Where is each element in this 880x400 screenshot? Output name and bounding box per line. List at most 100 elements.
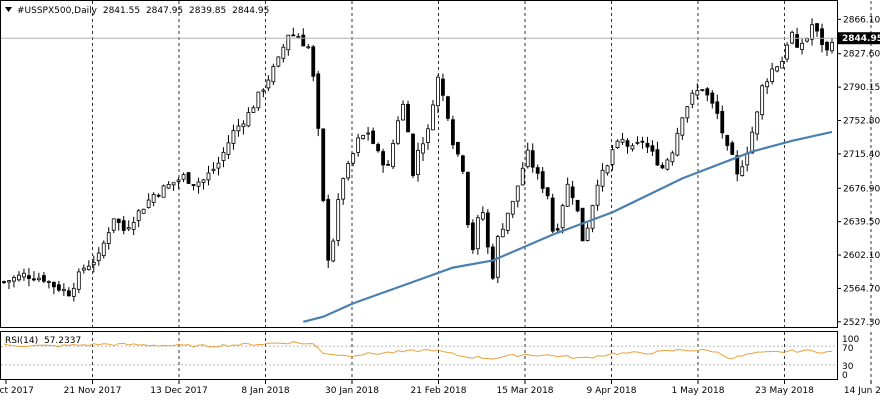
- candle-body: [76, 271, 81, 290]
- price-axis: 2866.10 2827.60 2790.15 2752.80 2715.40 2676.…: [837, 15, 880, 328]
- candle-body: [306, 46, 311, 49]
- candle-body: [32, 278, 36, 281]
- current-price-label: 2844.95: [842, 34, 880, 44]
- moving-average-line: [303, 130, 833, 323]
- triangle-down-icon[interactable]: [5, 7, 12, 12]
- candle-body: [640, 140, 645, 143]
- candle-body: [550, 197, 555, 232]
- candle-body: [820, 28, 824, 46]
- candle-body: [251, 107, 256, 113]
- candle-body: [231, 130, 236, 144]
- candle-body: [465, 171, 470, 226]
- candle-body: [490, 246, 495, 279]
- rsi-series: [1, 341, 837, 366]
- candle-body: [46, 281, 51, 283]
- candle-body: [236, 125, 241, 132]
- candle-body: [690, 92, 695, 105]
- candle-body: [700, 89, 705, 92]
- candle-body: [96, 252, 101, 262]
- candle-body: [17, 274, 21, 281]
- candle-body: [42, 275, 46, 282]
- candle-body: [361, 134, 366, 139]
- candle-body: [211, 168, 216, 171]
- candle-body: [660, 164, 665, 169]
- candle-body: [600, 169, 605, 187]
- candle-body: [545, 187, 550, 197]
- candle-body: [525, 149, 530, 168]
- candle-body: [695, 90, 700, 96]
- candle-body: [825, 41, 829, 51]
- candle-body: [750, 131, 755, 154]
- candle-body: [111, 218, 116, 231]
- candle-body: [475, 217, 480, 250]
- candle-body: [426, 128, 430, 143]
- candle-body: [555, 228, 560, 231]
- candle-body: [291, 34, 296, 37]
- candle-body: [650, 145, 655, 152]
- candle-body: [625, 140, 630, 147]
- rsi-label: RSI(14): [5, 336, 38, 346]
- candle-body: [565, 183, 570, 207]
- candle-body: [101, 242, 106, 257]
- candle-body: [655, 149, 660, 166]
- candle-body: [116, 218, 121, 224]
- candle-body: [520, 167, 525, 186]
- candle-body: [341, 178, 346, 200]
- price-label: 2564.70: [843, 284, 880, 294]
- date-axis: 30 Oct 2017 21 Nov 2017 13 Dec 2017 8 Jan 2…: [0, 380, 880, 396]
- price-label: 2527.30: [843, 318, 880, 328]
- candle-body: [71, 287, 76, 297]
- candle-body: [391, 143, 395, 168]
- candle-body: [515, 185, 520, 202]
- current-price-tag: 2844.95: [838, 32, 880, 45]
- candle-body: [505, 212, 510, 231]
- candle-body: [460, 155, 465, 172]
- candle-body: [790, 31, 794, 44]
- candle-body: [401, 103, 405, 121]
- candle-body: [575, 199, 580, 212]
- candle-body: [406, 104, 410, 133]
- close-value: 2844.95: [232, 6, 269, 16]
- high-value: 2847.95: [146, 6, 183, 16]
- candle-body: [91, 262, 96, 266]
- candle-body: [351, 153, 356, 164]
- candle-body: [296, 35, 301, 38]
- candle-body: [301, 34, 306, 47]
- candle-body: [446, 96, 450, 119]
- rsi-level-30: 30: [842, 362, 854, 372]
- candle-body: [560, 205, 565, 229]
- price-label: 2752.80: [843, 116, 880, 126]
- candle-body: [765, 81, 770, 88]
- rsi-value: 57.2337: [44, 336, 81, 346]
- candle-body: [246, 112, 251, 127]
- candle-body: [685, 106, 690, 119]
- candle-body: [216, 162, 221, 169]
- candle-body: [510, 200, 515, 215]
- candle-body: [710, 92, 715, 104]
- candle-body: [500, 228, 505, 238]
- candle-body: [775, 66, 780, 72]
- candle-body: [356, 137, 361, 153]
- candle-body: [590, 205, 595, 229]
- candle-body: [735, 155, 740, 175]
- candle-body: [620, 138, 625, 143]
- candle-body: [201, 179, 206, 183]
- price-label: 2827.60: [843, 50, 880, 60]
- chart-header: #USSPX500,Daily 2841.55 2847.95 2839.85 …: [5, 6, 269, 16]
- candle-body: [715, 101, 720, 114]
- candle-body: [56, 284, 61, 291]
- price-label: 2676.90: [843, 184, 880, 194]
- candle-body: [456, 142, 460, 155]
- candle-body: [530, 150, 535, 168]
- candle-body: [665, 159, 670, 170]
- candle-body: [605, 165, 610, 174]
- date-label: 1 May 2018: [672, 386, 725, 396]
- candle-body: [815, 23, 819, 32]
- candle-body: [740, 166, 745, 176]
- date-label: 23 May 2018: [755, 386, 814, 396]
- date-label: 8 Jan 2018: [241, 386, 289, 396]
- candle-body: [441, 78, 445, 96]
- candle-body: [66, 290, 71, 297]
- candle-body: [411, 133, 415, 176]
